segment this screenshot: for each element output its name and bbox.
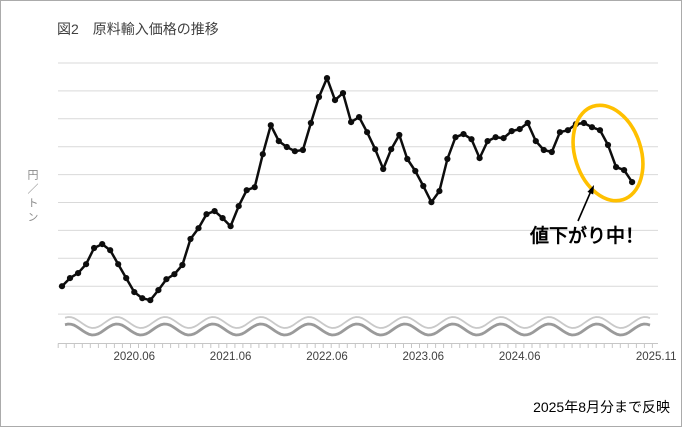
price-line: [61, 76, 634, 302]
y-axis-unit-label: 円／トン: [26, 169, 38, 225]
x-tick-label: 2025.11: [635, 351, 677, 363]
price-drop-annotation-label: 値下がり中！: [530, 226, 645, 247]
annotation-arrow: [577, 185, 594, 222]
x-tick-label: 2022.06: [306, 351, 348, 363]
highlight-ellipse: [571, 103, 645, 203]
x-tick-label: 2023.06: [402, 351, 445, 363]
data-coverage-footnote: 2025年8月分まで反映: [533, 399, 670, 415]
x-tick-label: 2020.06: [113, 351, 156, 363]
gridlines: [58, 62, 658, 315]
x-axis: [57, 343, 658, 348]
axis-break-wave: [64, 316, 651, 337]
x-tick-label: 2024.06: [498, 351, 541, 363]
data-point-markers: [58, 75, 636, 304]
x-tick-label: 2021.06: [209, 351, 252, 363]
chart-title: 図2 原料輸入価格の推移: [57, 21, 219, 37]
